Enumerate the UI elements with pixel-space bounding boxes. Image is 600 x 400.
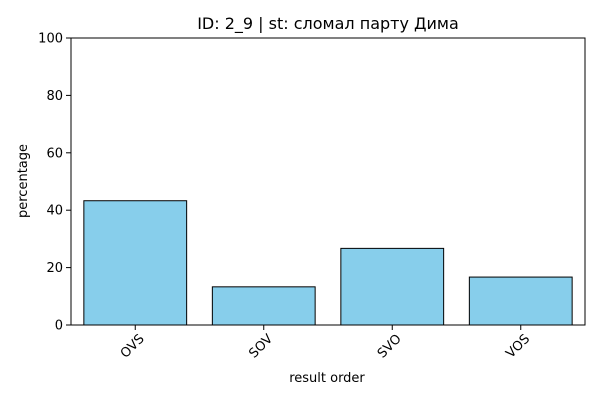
bar-vos [468, 276, 573, 326]
y-tick-label-60: 60 [46, 146, 63, 161]
x-axis-label: result order [289, 371, 365, 386]
bar-sov [211, 286, 316, 326]
bar-ovs [83, 200, 188, 326]
y-tick-label-0: 0 [55, 319, 63, 334]
chart-title: ID: 2_9 | st: сломал парту Дима [197, 14, 459, 34]
y-tick-label-80: 80 [46, 89, 63, 104]
x-tick-label-ovs: OVS [118, 332, 148, 362]
plot-frame [70, 37, 586, 326]
x-tick-label-svo: SVO [375, 332, 405, 362]
bar-svo [340, 247, 445, 326]
y-axis-label: percentage [16, 144, 31, 218]
x-tick-label-sov: SOV [246, 332, 276, 362]
y-tick-label-100: 100 [38, 32, 63, 47]
x-tick-label-vos: VOS [503, 332, 533, 362]
y-tick-label-20: 20 [46, 261, 63, 276]
plot-area: 0 20 40 60 80 100 OVS SOV SVO VOS [38, 32, 586, 362]
y-tick-label-40: 40 [46, 204, 63, 219]
